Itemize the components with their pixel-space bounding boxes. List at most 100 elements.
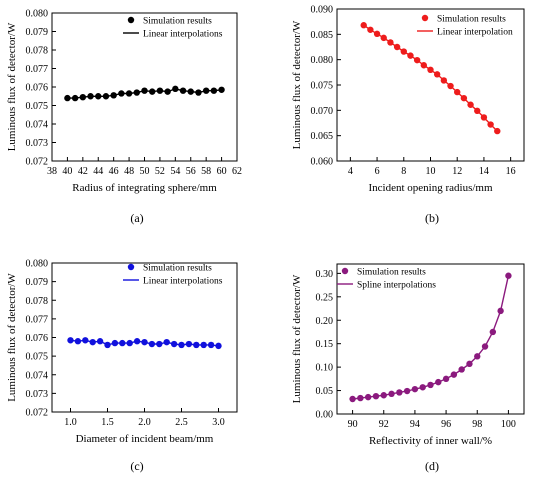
x-tick-label: 2.0 [138, 417, 151, 428]
data-point [148, 340, 156, 348]
data-point [489, 328, 497, 336]
legend-label: Spline interpolations [357, 281, 436, 291]
data-point [367, 26, 374, 33]
data-point [360, 22, 367, 29]
legend-label: Simulation results [437, 15, 506, 25]
x-tick-label: 52 [155, 166, 165, 177]
legend-label: Linear interpolations [143, 277, 223, 287]
legend-label: Linear interpolations [143, 30, 223, 40]
data-point [67, 337, 74, 344]
y-tick-label: 0.073 [26, 138, 49, 149]
x-tick-label: 46 [109, 166, 119, 177]
x-axis-label: Reflectivity of inner wall/% [369, 435, 492, 447]
data-point [442, 375, 450, 383]
data-point [396, 389, 403, 396]
panel-caption: (b) [425, 211, 439, 225]
chart-panel-a: 38 40 42 44 46 48 50 52 54 56 58 60 62 0.072 0.073 0.07… [6, 9, 242, 226]
legend-marker [127, 16, 135, 24]
data-point [380, 34, 387, 42]
panel-caption: (a) [130, 211, 143, 225]
y-axis-label: Luminous flux of detector/W [6, 273, 18, 402]
legend-marker [127, 263, 135, 271]
x-tick-label: 38 [47, 166, 57, 177]
y-tick-label: 0.074 [26, 370, 49, 381]
data-point [420, 62, 428, 69]
data-point [170, 340, 178, 348]
data-point [149, 88, 156, 95]
y-tick-label: 0.065 [311, 131, 334, 142]
data-point [82, 337, 89, 344]
data-point [133, 338, 141, 345]
y-axis-label: Luminous flux of detector/W [291, 20, 303, 149]
x-tick-label: 4 [348, 166, 353, 177]
x-tick-label: 92 [379, 419, 389, 430]
data-point [388, 390, 395, 398]
y-tick-label: 0.078 [26, 296, 49, 307]
legend-label: Simulation results [357, 268, 426, 278]
data-point [96, 338, 104, 345]
y-tick-label: 0.00 [316, 410, 334, 421]
data-point [207, 341, 215, 349]
data-point [102, 93, 110, 100]
data-point [215, 342, 222, 350]
data-point [200, 341, 207, 349]
data-point [164, 88, 171, 95]
data-point [480, 114, 488, 121]
data-point [403, 387, 411, 395]
x-tick-label: 100 [501, 419, 516, 430]
y-tick-label: 0.072 [26, 408, 49, 419]
data-point [357, 394, 364, 402]
data-point [193, 341, 200, 349]
data-point [474, 107, 481, 115]
y-tick-label: 0.25 [316, 292, 334, 303]
chart-panel-c: 1.0 1.5 2.0 2.5 3.0 0.072 0.073 0.074 0.075 0.076… [6, 259, 238, 473]
y-tick-label: 0.079 [26, 277, 49, 288]
data-point [210, 87, 218, 94]
series-line [363, 24, 498, 132]
data-point [373, 30, 381, 38]
y-axis-label: Luminous flux of detector/W [291, 274, 303, 403]
data-point [467, 101, 474, 108]
chart-panel-b: 4 6 8 10 12 14 16 0.060 0.065 0.070 0.075 0.080 0.08… [291, 5, 525, 225]
y-tick-label: 0.05 [316, 386, 334, 397]
data-point [95, 93, 102, 100]
x-tick-label: 94 [410, 419, 420, 430]
x-tick-label: 98 [472, 419, 482, 430]
data-point [393, 43, 401, 51]
y-tick-label: 0.15 [316, 339, 334, 350]
data-point [497, 307, 504, 315]
data-point [440, 77, 448, 84]
data-point [185, 340, 193, 348]
y-tick-label: 0.073 [26, 389, 49, 400]
data-point [195, 89, 202, 96]
legend-marker [421, 14, 429, 22]
y-tick-label: 0.075 [311, 81, 334, 92]
x-tick-label: 56 [186, 166, 196, 177]
legend-label: Simulation results [143, 17, 212, 27]
x-tick-label: 3.0 [212, 417, 225, 428]
data-point [71, 94, 79, 102]
x-tick-label: 58 [201, 166, 211, 177]
x-tick-label: 1.0 [64, 417, 77, 428]
y-tick-label: 0.085 [311, 30, 334, 41]
x-tick-label: 2.5 [175, 417, 188, 428]
legend-label: Simulation results [143, 264, 212, 274]
x-tick-label: 14 [479, 166, 489, 177]
x-tick-label: 44 [93, 166, 103, 177]
x-tick-label: 8 [401, 166, 406, 177]
x-axis-label: Diameter of incident beam/mm [76, 433, 214, 445]
x-tick-label: 1.5 [101, 417, 114, 428]
data-point [119, 339, 126, 347]
data-point [505, 272, 512, 279]
y-tick-label: 0.079 [26, 27, 49, 38]
legend-marker [341, 267, 349, 275]
y-tick-label: 0.10 [316, 363, 334, 374]
panel-caption: (c) [130, 459, 143, 473]
data-point [89, 338, 96, 346]
data-point [179, 87, 187, 94]
y-tick-label: 0.077 [26, 314, 49, 325]
x-tick-label: 90 [348, 419, 358, 430]
data-point [110, 92, 117, 99]
data-point [466, 360, 473, 368]
data-point [454, 88, 461, 96]
